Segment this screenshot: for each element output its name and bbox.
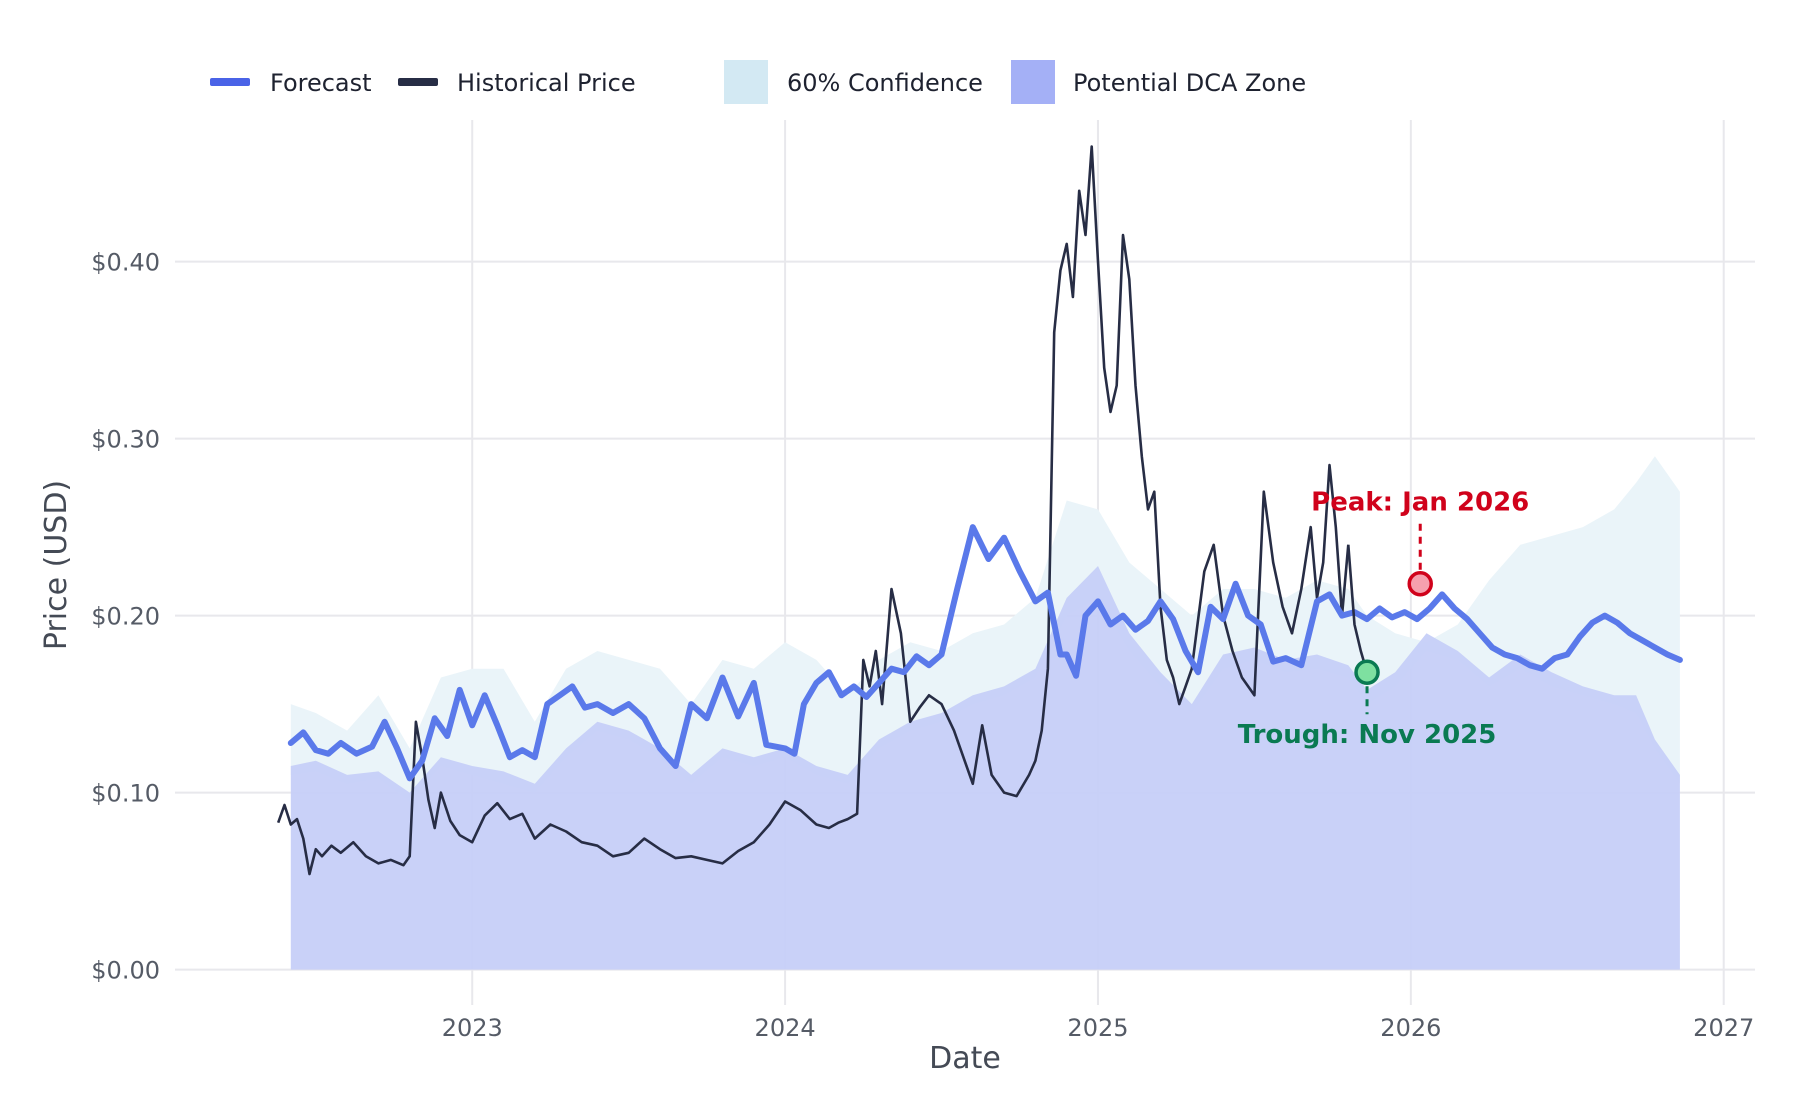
y-tick-label: $0.10 bbox=[91, 780, 160, 808]
peak-label: Peak: Jan 2026 bbox=[1311, 488, 1529, 518]
legend-historical-swatch bbox=[398, 78, 438, 86]
legend: Forecast Historical Price 60% Confidence… bbox=[210, 60, 1306, 104]
y-tick-label: $0.40 bbox=[91, 249, 160, 277]
trough-label: Trough: Nov 2025 bbox=[1238, 720, 1497, 750]
x-tick-label: 2024 bbox=[755, 1014, 816, 1042]
annotations: Peak: Jan 2026 Trough: Nov 2025 bbox=[1238, 488, 1530, 751]
y-tick-label: $0.30 bbox=[91, 426, 160, 454]
y-axis-title: Price (USD) bbox=[39, 480, 74, 650]
y-tick-label: $0.20 bbox=[91, 603, 160, 631]
tick-labels: 2023 2024 2025 2026 2027 $0.00 $0.10 $0.20 $0.30… bbox=[91, 249, 1754, 1042]
legend-confidence-swatch bbox=[724, 60, 768, 104]
y-tick-label: $0.00 bbox=[91, 957, 160, 985]
legend-forecast-swatch bbox=[210, 78, 250, 86]
legend-confidence-label: 60% Confidence bbox=[787, 69, 983, 97]
legend-dca-swatch bbox=[1011, 60, 1055, 104]
peak-marker bbox=[1407, 570, 1433, 597]
dca-zone-area bbox=[290, 566, 1680, 970]
legend-dca-label: Potential DCA Zone bbox=[1073, 69, 1306, 97]
x-tick-label: 2027 bbox=[1693, 1014, 1754, 1042]
x-tick-label: 2023 bbox=[442, 1014, 503, 1042]
forecast-line bbox=[287, 524, 1683, 782]
legend-forecast-label: Forecast bbox=[270, 69, 372, 97]
x-tick-label: 2026 bbox=[1380, 1014, 1441, 1042]
historical-price-line bbox=[276, 145, 1350, 876]
trough-marker bbox=[1354, 659, 1380, 685]
x-axis-title: Date bbox=[929, 1041, 1001, 1076]
legend-historical-label: Historical Price bbox=[457, 69, 636, 97]
x-tick-label: 2025 bbox=[1067, 1014, 1128, 1042]
